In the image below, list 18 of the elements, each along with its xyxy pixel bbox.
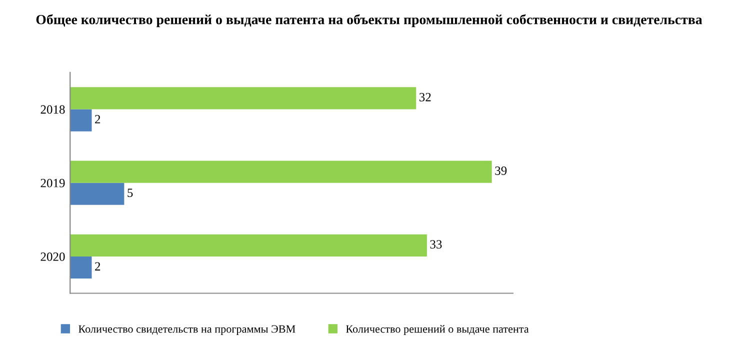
data-label: 33 bbox=[430, 240, 442, 249]
data-label: 2 bbox=[95, 115, 100, 124]
data-label: 5 bbox=[128, 188, 133, 198]
bar bbox=[70, 182, 124, 205]
data-label: 32 bbox=[420, 92, 431, 102]
legend-label: Количество решений о выдаче патента bbox=[346, 325, 529, 335]
bar bbox=[70, 256, 92, 279]
y-tick-label: 2020 bbox=[40, 252, 65, 261]
y-tick-label: 2019 bbox=[40, 178, 65, 188]
y-tick-label: 2018 bbox=[40, 105, 65, 114]
chart-title: Общее количество решений о выдаче патента на объекты промышленной собственности и свидетельства bbox=[36, 14, 702, 28]
bar bbox=[70, 109, 92, 132]
data-label: 2 bbox=[95, 262, 100, 270]
bar bbox=[70, 160, 492, 183]
bar bbox=[70, 234, 427, 256]
legend-label: Количество свидетельств на программы ЭВМ bbox=[78, 325, 296, 335]
bar bbox=[70, 87, 416, 110]
data-label: 39 bbox=[495, 166, 507, 175]
